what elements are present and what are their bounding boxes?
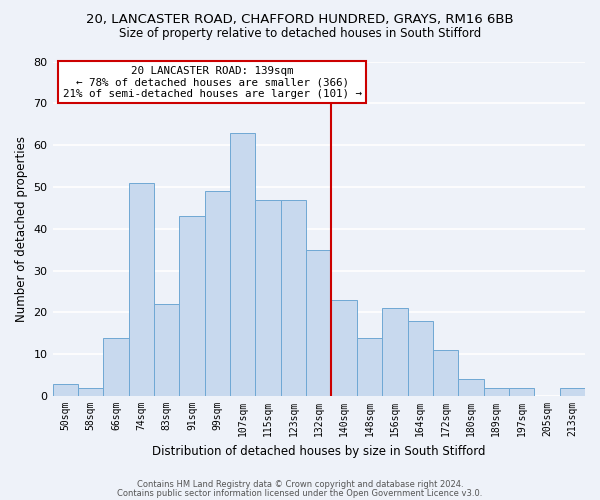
Bar — [281, 200, 306, 396]
X-axis label: Distribution of detached houses by size in South Stifford: Distribution of detached houses by size … — [152, 444, 485, 458]
Bar — [560, 388, 585, 396]
Bar — [433, 350, 458, 396]
Text: 20 LANCASTER ROAD: 139sqm
← 78% of detached houses are smaller (366)
21% of semi: 20 LANCASTER ROAD: 139sqm ← 78% of detac… — [63, 66, 362, 99]
Bar — [382, 308, 407, 396]
Bar — [509, 388, 534, 396]
Bar — [78, 388, 103, 396]
Text: Contains public sector information licensed under the Open Government Licence v3: Contains public sector information licen… — [118, 488, 482, 498]
Bar — [103, 338, 128, 396]
Bar — [179, 216, 205, 396]
Bar — [53, 384, 78, 396]
Y-axis label: Number of detached properties: Number of detached properties — [15, 136, 28, 322]
Bar — [154, 304, 179, 396]
Bar — [205, 191, 230, 396]
Bar — [407, 321, 433, 396]
Bar — [256, 200, 281, 396]
Bar — [458, 380, 484, 396]
Bar — [306, 250, 331, 396]
Text: 20, LANCASTER ROAD, CHAFFORD HUNDRED, GRAYS, RM16 6BB: 20, LANCASTER ROAD, CHAFFORD HUNDRED, GR… — [86, 12, 514, 26]
Bar — [357, 338, 382, 396]
Text: Size of property relative to detached houses in South Stifford: Size of property relative to detached ho… — [119, 28, 481, 40]
Text: Contains HM Land Registry data © Crown copyright and database right 2024.: Contains HM Land Registry data © Crown c… — [137, 480, 463, 489]
Bar — [484, 388, 509, 396]
Bar — [128, 183, 154, 396]
Bar — [331, 300, 357, 396]
Bar — [230, 132, 256, 396]
